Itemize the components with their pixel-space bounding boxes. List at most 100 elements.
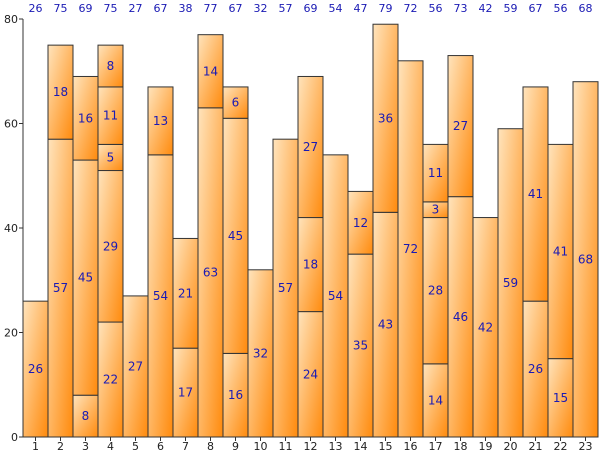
segment-value-label: 26 <box>528 362 543 376</box>
segment-value-label: 12 <box>353 216 368 230</box>
bar-segment <box>97 170 124 323</box>
bar-segment <box>72 159 99 396</box>
bar-segment <box>422 217 449 365</box>
bar-total-label: 77 <box>204 2 218 15</box>
bar-segment <box>497 128 524 438</box>
x-tick-label: 12 <box>304 440 318 453</box>
bar-segment <box>22 300 49 438</box>
bar-total-label: 57 <box>279 2 293 15</box>
x-tick-label: 15 <box>379 440 393 453</box>
bar-segment <box>522 86 549 302</box>
bar-segment <box>222 352 249 438</box>
y-tick-label: 20 <box>4 327 18 340</box>
segment-value-label: 16 <box>228 388 243 402</box>
y-tick-label: 0 <box>11 431 18 444</box>
bar-total-label: 47 <box>354 2 368 15</box>
x-tick-label: 16 <box>404 440 418 453</box>
segment-value-label: 59 <box>503 276 518 290</box>
bar-segment <box>197 34 224 109</box>
bar-segment <box>147 86 174 156</box>
bar-segment <box>47 44 74 140</box>
bar-segment <box>197 107 224 438</box>
segment-value-label: 29 <box>103 239 118 253</box>
segment-value-label: 21 <box>178 286 193 300</box>
bar-segment <box>72 75 99 161</box>
bar-segment <box>422 143 449 203</box>
x-tick-label: 20 <box>504 440 518 453</box>
x-tick-label: 14 <box>354 440 368 453</box>
bar-segment <box>47 138 74 438</box>
segment-value-label: 17 <box>178 386 193 400</box>
segment-value-label: 27 <box>453 119 468 133</box>
segment-value-label: 72 <box>403 242 418 256</box>
x-tick-label: 22 <box>554 440 568 453</box>
segment-value-label: 5 <box>107 150 115 164</box>
bar-segment <box>222 86 249 119</box>
bar-segment <box>472 217 499 438</box>
segment-value-label: 42 <box>478 320 493 334</box>
bar-total-label: 54 <box>329 2 343 15</box>
bar-total-label: 27 <box>129 2 143 15</box>
segment-value-label: 6 <box>232 96 240 110</box>
x-tick-label: 18 <box>454 440 468 453</box>
x-tick-label: 23 <box>579 440 593 453</box>
bar-total-label: 26 <box>29 2 43 15</box>
bar-total-label: 56 <box>429 2 443 15</box>
bar-total-label: 69 <box>304 2 318 15</box>
bar-total-label: 42 <box>479 2 493 15</box>
segment-value-label: 8 <box>107 59 115 73</box>
segment-value-label: 32 <box>253 346 268 360</box>
bar-segment <box>547 143 574 360</box>
segment-value-label: 46 <box>453 310 468 324</box>
segment-value-label: 41 <box>553 245 568 259</box>
x-tick-label: 7 <box>182 440 189 453</box>
bar-segment <box>97 44 124 88</box>
x-tick-label: 9 <box>232 440 239 453</box>
segment-value-label: 45 <box>228 229 243 243</box>
x-tick-label: 17 <box>429 440 443 453</box>
bar-segment <box>97 86 124 145</box>
segment-value-label: 27 <box>128 359 143 373</box>
bar-total-label: 75 <box>54 2 68 15</box>
x-tick-label: 13 <box>329 440 343 453</box>
segment-value-label: 26 <box>28 362 43 376</box>
bar-segment <box>347 253 374 438</box>
bar-total-label: 59 <box>504 2 518 15</box>
bar-segment <box>297 75 324 219</box>
segment-value-label: 14 <box>203 64 218 78</box>
bar-total-label: 32 <box>254 2 268 15</box>
segment-value-label: 16 <box>78 111 93 125</box>
x-tick-label: 3 <box>82 440 89 453</box>
y-tick-label: 40 <box>4 222 18 235</box>
bar-segment <box>347 190 374 255</box>
bar-total-label: 75 <box>104 2 118 15</box>
x-tick-label: 8 <box>207 440 214 453</box>
x-tick-label: 6 <box>157 440 164 453</box>
segment-value-label: 41 <box>528 187 543 201</box>
bar-total-label: 67 <box>529 2 543 15</box>
segment-value-label: 15 <box>553 391 568 405</box>
bar-segment <box>122 295 149 438</box>
segment-value-label: 28 <box>428 284 443 298</box>
axes: 2617526937542756763877786793210571169125… <box>4 2 598 453</box>
segment-value-label: 3 <box>432 203 440 217</box>
segment-value-label: 18 <box>303 258 318 272</box>
segment-value-label: 54 <box>328 289 343 303</box>
segment-value-label: 57 <box>278 281 293 295</box>
bar-total-label: 69 <box>79 2 93 15</box>
segment-value-label: 35 <box>353 339 368 353</box>
plot-area: 2657188451622295118275413172163141645632… <box>22 23 599 438</box>
x-tick-label: 1 <box>32 440 39 453</box>
bar-segment <box>447 55 474 198</box>
x-tick-label: 5 <box>132 440 139 453</box>
segment-value-label: 54 <box>153 289 168 303</box>
bar-total-label: 73 <box>454 2 468 15</box>
bar-segment <box>297 217 324 313</box>
y-tick-label: 80 <box>4 13 18 26</box>
bar-total-label: 67 <box>154 2 168 15</box>
bar-segment <box>322 154 349 438</box>
bar-segment <box>372 23 399 213</box>
bar-total-label: 79 <box>379 2 393 15</box>
segment-value-label: 13 <box>153 114 168 128</box>
